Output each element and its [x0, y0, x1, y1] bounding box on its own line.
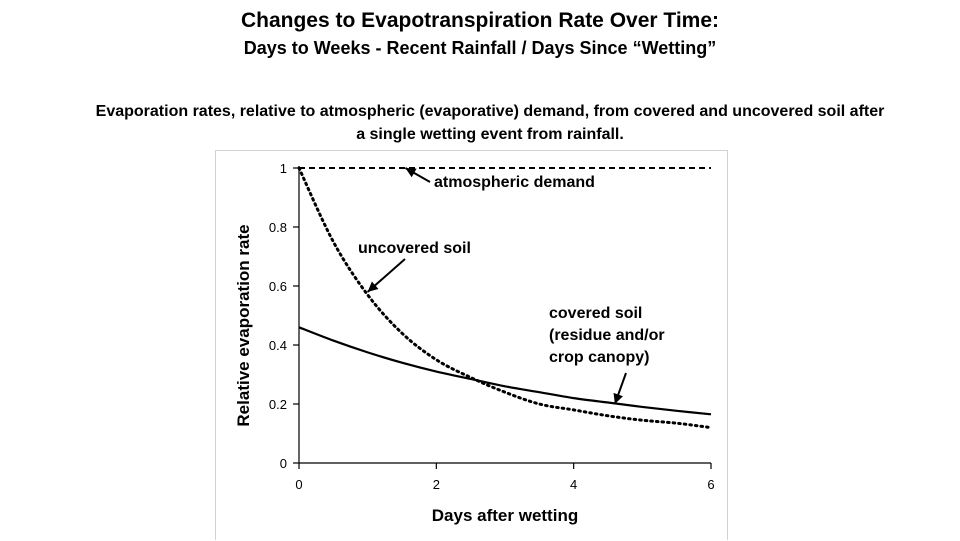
x-tick-label: 6 — [707, 477, 714, 492]
annotation-text: uncovered soil — [358, 240, 471, 257]
caption-line-2: a single wetting event from rainfall. — [356, 126, 624, 143]
annotation-arrow-head — [613, 392, 623, 404]
y-tick-label: 1 — [280, 161, 287, 176]
y-tick-label: 0.6 — [269, 279, 287, 294]
chart-axes — [298, 166, 711, 464]
figure-caption: Evaporation rates, relative to atmospher… — [20, 100, 960, 146]
annotation-text: (residue and/or — [549, 327, 665, 344]
evaporation-chart: 0 0.2 0.4 0.6 0.8 1 0 2 4 6 atmospheric demand unc… — [234, 161, 715, 525]
annotation-text: atmospheric demand — [434, 174, 595, 191]
x-tick-label: 2 — [433, 477, 440, 492]
annotation-text: covered soil — [549, 305, 642, 322]
x-tick-label: 0 — [295, 477, 302, 492]
y-tick-label: 0.4 — [269, 338, 287, 353]
slide-subtitle: Days to Weeks - Recent Rainfall / Days S… — [243, 38, 717, 58]
annotation-arrow-head — [367, 281, 379, 292]
annotation-layer: atmospheric demand uncovered soil covered … — [358, 167, 665, 405]
annotation-2: uncovered soil — [358, 240, 471, 293]
y-tick-label: 0.2 — [269, 397, 287, 412]
annotation-text: crop canopy) — [549, 349, 649, 366]
series-line-dotted — [297, 166, 713, 430]
series-line-solid — [298, 326, 712, 416]
y-axis-title: Relative evaporation rate — [234, 224, 253, 426]
series-layer — [297, 166, 713, 430]
tick-group: 0 0.2 0.4 0.6 0.8 1 0 2 4 6 — [269, 161, 715, 492]
x-tick-label: 4 — [570, 477, 577, 492]
annotation-arrow-head — [405, 168, 417, 178]
chart-figure: 0 0.2 0.4 0.6 0.8 1 0 2 4 6 atmospheric demand unc… — [215, 150, 728, 540]
slide-title: Changes to Evapotranspiration Rate Over … — [240, 9, 720, 32]
x-axis-title: Days after wetting — [432, 506, 578, 525]
caption-line-1: Evaporation rates, relative to atmospher… — [95, 103, 885, 120]
annotation-1: atmospheric demand — [404, 167, 595, 191]
y-tick-label: 0.8 — [269, 220, 287, 235]
annotation-3: covered soil (residue and/or crop canopy) — [549, 305, 665, 405]
y-tick-label: 0 — [280, 456, 287, 471]
